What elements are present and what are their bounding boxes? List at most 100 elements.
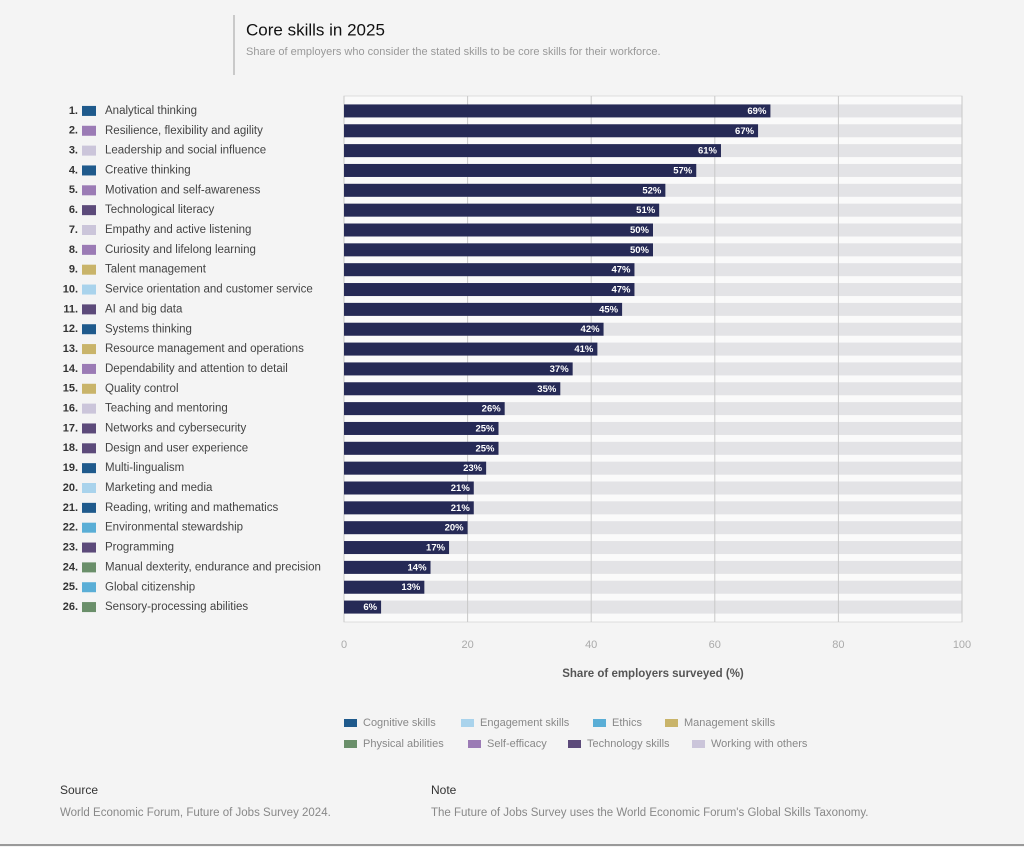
bar <box>344 342 598 356</box>
value-label: 13% <box>401 582 421 593</box>
rank: 7. <box>69 224 78 236</box>
bar <box>344 521 468 535</box>
rank: 19. <box>63 462 78 474</box>
rank: 25. <box>63 581 78 593</box>
bar <box>344 461 487 475</box>
group-swatch <box>82 602 96 613</box>
bar <box>344 580 425 594</box>
bar <box>344 362 573 376</box>
category-label: Networks and cybersecurity <box>105 422 246 434</box>
group-swatch <box>82 562 96 573</box>
rank: 20. <box>63 482 78 494</box>
legend-label: Physical abilities <box>363 738 444 750</box>
legend-label: Engagement skills <box>480 717 570 729</box>
legend-swatch <box>568 740 581 748</box>
category-label: Design and user experience <box>105 442 248 454</box>
group-swatch <box>82 403 96 414</box>
bar <box>344 104 771 118</box>
group-swatch <box>82 483 96 493</box>
rank: 15. <box>63 383 78 395</box>
rank: 23. <box>63 541 78 553</box>
value-label: 47% <box>611 285 631 296</box>
rank: 13. <box>63 343 78 355</box>
bar <box>344 501 474 515</box>
bar-track <box>344 541 962 555</box>
value-label: 57% <box>673 165 693 176</box>
bar <box>344 223 653 237</box>
value-label: 47% <box>611 265 631 276</box>
rank: 10. <box>63 283 78 295</box>
value-label: 21% <box>451 503 471 514</box>
category-label: Talent management <box>105 264 207 276</box>
rank: 9. <box>69 264 78 276</box>
group-swatch <box>82 244 96 255</box>
value-label: 25% <box>475 423 495 434</box>
rank: 26. <box>63 601 78 613</box>
value-label: 45% <box>599 304 619 315</box>
category-label: Creative thinking <box>105 164 191 176</box>
value-label: 37% <box>550 364 570 375</box>
value-label: 14% <box>408 562 428 573</box>
value-label: 51% <box>636 205 656 216</box>
legend-swatch <box>665 719 678 727</box>
category-label: Analytical thinking <box>105 105 197 117</box>
rank: 8. <box>69 244 78 256</box>
bar <box>344 183 666 197</box>
rank: 21. <box>63 502 78 514</box>
value-label: 23% <box>463 463 483 474</box>
group-swatch <box>82 284 96 295</box>
rank: 2. <box>69 125 78 137</box>
bar-track <box>344 501 962 515</box>
category-label: Sensory-processing abilities <box>105 601 248 613</box>
category-label: Environmental stewardship <box>105 522 243 534</box>
legend-swatch <box>593 719 606 727</box>
bar <box>344 163 697 177</box>
group-swatch <box>82 205 96 216</box>
category-label: Motivation and self-awareness <box>105 184 261 196</box>
rank: 6. <box>69 204 78 216</box>
rank: 18. <box>63 442 78 454</box>
value-label: 6% <box>363 602 377 613</box>
rank: 16. <box>63 403 78 415</box>
value-label: 25% <box>475 443 495 454</box>
rank: 24. <box>63 561 78 573</box>
group-swatch <box>82 264 96 275</box>
group-swatch <box>82 105 96 116</box>
bar <box>344 124 759 138</box>
group-swatch <box>82 522 96 533</box>
value-label: 61% <box>698 146 718 157</box>
category-label: Dependability and attention to detail <box>105 363 288 375</box>
group-swatch <box>82 423 96 434</box>
value-label: 20% <box>445 523 465 534</box>
bar-track <box>344 580 962 594</box>
bar <box>344 243 653 257</box>
x-tick-label: 0 <box>341 639 347 651</box>
legend-swatch <box>461 719 474 727</box>
group-swatch <box>82 502 96 513</box>
value-label: 69% <box>747 106 767 117</box>
value-label: 17% <box>426 543 446 554</box>
bar-track <box>344 560 962 574</box>
legend-label: Self-efficacy <box>487 738 547 750</box>
bar-track <box>344 600 962 614</box>
legend-label: Technology skills <box>587 738 670 750</box>
value-label: 50% <box>630 245 650 256</box>
group-swatch <box>82 185 96 196</box>
x-tick-label: 20 <box>461 639 473 651</box>
x-tick-label: 60 <box>709 639 721 651</box>
group-swatch <box>82 125 96 136</box>
rank: 14. <box>63 363 78 375</box>
legend-swatch <box>344 740 357 748</box>
value-label: 42% <box>581 324 601 335</box>
group-swatch <box>82 225 96 235</box>
value-label: 50% <box>630 225 650 236</box>
group-swatch <box>82 383 96 394</box>
x-tick-label: 40 <box>585 639 597 651</box>
rank: 5. <box>69 184 78 196</box>
rank: 4. <box>69 164 78 176</box>
group-swatch <box>82 324 96 335</box>
category-label: Teaching and mentoring <box>105 403 228 415</box>
value-label: 41% <box>574 344 594 355</box>
legend-label: Cognitive skills <box>363 717 436 729</box>
